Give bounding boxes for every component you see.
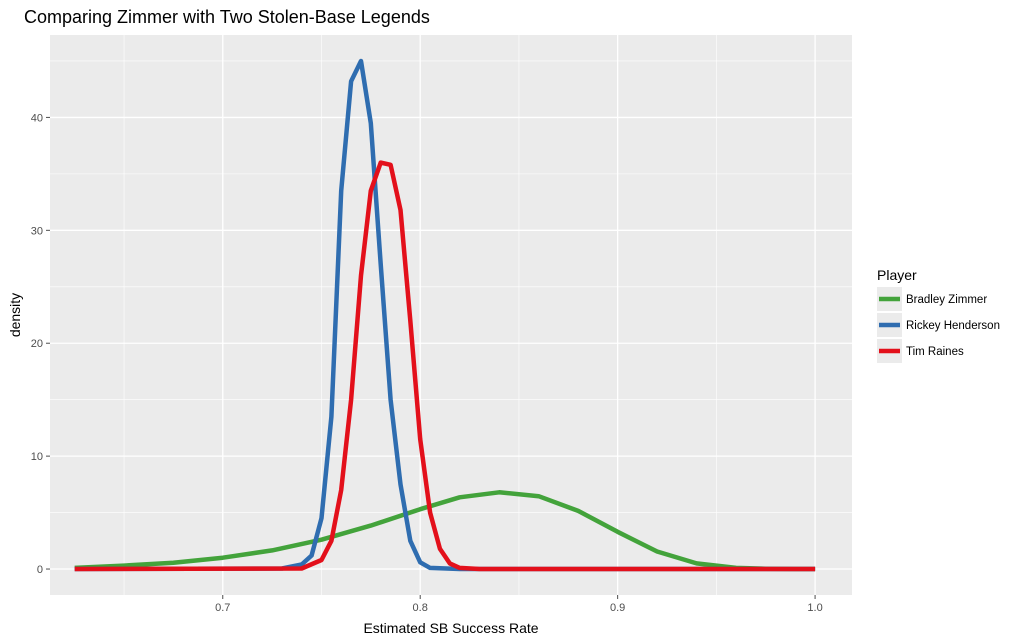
y-tick-label: 20 (31, 338, 43, 350)
x-tick-label: 0.7 (215, 602, 230, 614)
legend-title: Player (877, 267, 917, 283)
y-tick-label: 10 (31, 451, 43, 463)
series-lines (74, 58, 816, 572)
legend-label-tim-raines: Tim Raines (906, 346, 964, 358)
y-tick-label: 30 (31, 225, 43, 237)
minor-gridlines (50, 35, 852, 595)
x-axis-title: Estimated SB Success Rate (363, 620, 538, 636)
plot-panel (50, 35, 852, 595)
y-axis-title: density (7, 293, 23, 337)
legend-label-rickey-henderson: Rickey Henderson (906, 320, 1000, 332)
x-tick-label: 0.9 (610, 602, 625, 614)
x-tick-label: 1.0 (807, 602, 822, 614)
y-tick-label: 0 (37, 564, 43, 576)
x-axis: 0.7 0.8 0.9 1.0 (215, 595, 823, 614)
series-line-tim-raines (74, 160, 816, 572)
y-axis: 0 10 20 30 40 (31, 112, 50, 576)
x-tick-label: 0.8 (413, 602, 428, 614)
chart-title: Comparing Zimmer with Two Stolen-Base Le… (24, 7, 430, 27)
legend-label-bradley-zimmer: Bradley Zimmer (906, 294, 987, 306)
y-tick-label: 40 (31, 112, 43, 124)
legend: Player Bradley Zimmer Rickey Henderson Tim… (877, 267, 1000, 363)
series-line-rickey-henderson (74, 58, 816, 572)
